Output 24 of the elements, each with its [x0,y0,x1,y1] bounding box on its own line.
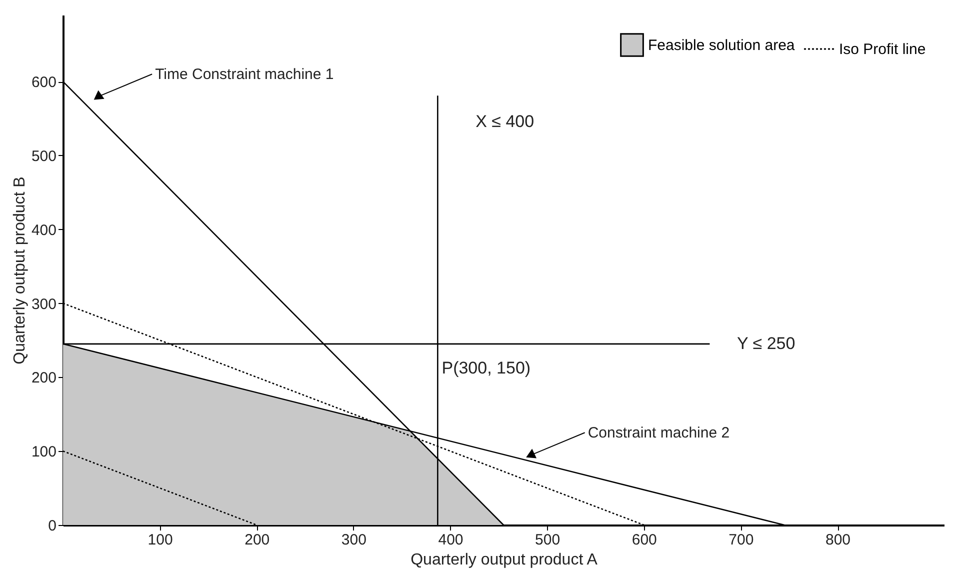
y-tick-label: 500 [31,148,56,165]
x-tick-label: 400 [438,532,464,548]
annotation: Time Constraint machine 1 [155,66,334,84]
legend-label: Feasible solution area [648,37,796,54]
annotation: Y ≤ 250 [737,334,796,353]
y-axis-title: Quarterly output product B [11,176,28,364]
y-tick-label: 600 [31,74,56,92]
x-tick-label: 600 [632,532,657,548]
y-tick-label: 400 [31,222,56,239]
x-tick-label: 200 [244,532,270,548]
y-tick-label: 200 [31,370,56,387]
x-tick-label: 300 [341,532,366,548]
annotation: P(300, 150) [442,358,531,378]
annotation: Constraint machine 2 [588,424,730,442]
x-tick-label: 700 [728,532,754,548]
y-tick-label: 300 [31,296,56,313]
y-tick-label: 0 [48,518,56,534]
x-tick-label: 500 [535,532,560,548]
x-axis-title: Quarterly output product A [410,552,598,568]
legend-label: Iso Profit line [839,41,926,58]
x-tick-label: 100 [148,532,173,548]
x-tick-label: 800 [825,532,851,548]
y-tick-label: 100 [31,444,56,461]
annotation: X ≤ 400 [476,112,534,132]
